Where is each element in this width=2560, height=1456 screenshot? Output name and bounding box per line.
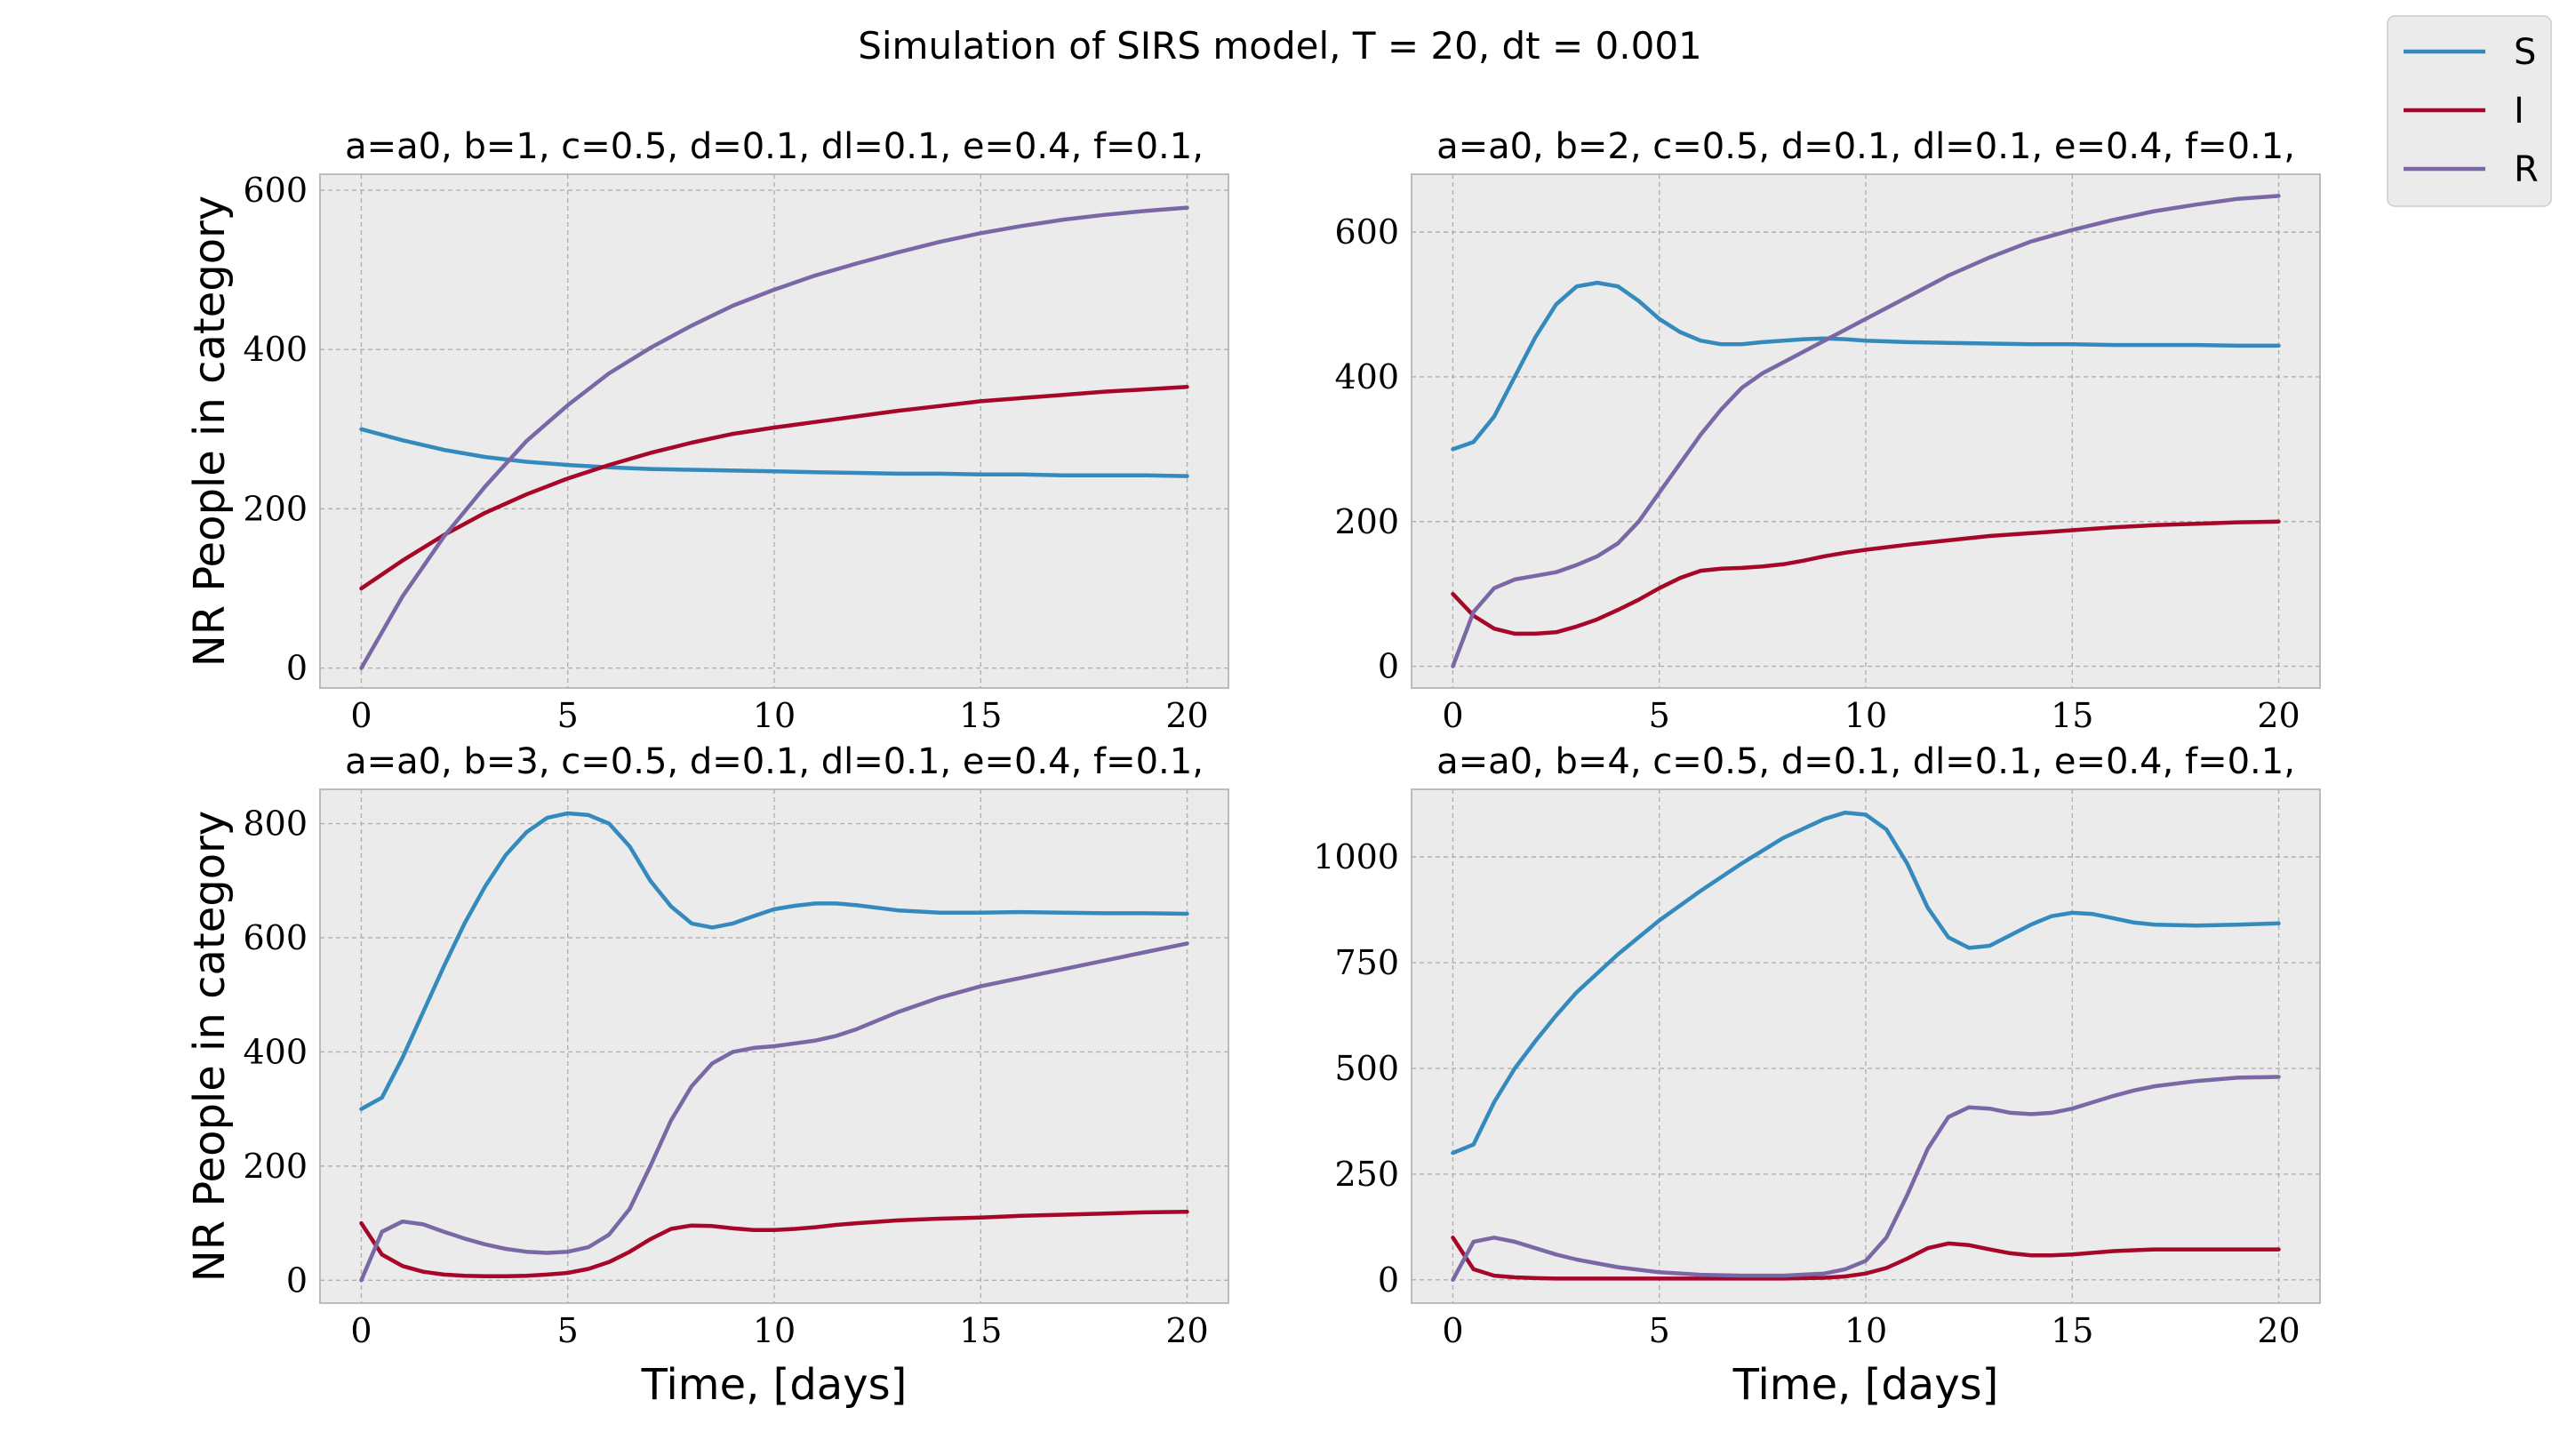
y-tick-label: 750: [1334, 943, 1399, 982]
x-tick-label: 10: [753, 1311, 796, 1350]
y-tick-label: 200: [1334, 502, 1399, 541]
x-tick-label: 15: [959, 696, 1002, 735]
x-tick-label: 10: [1844, 1311, 1887, 1350]
legend: SIR: [2387, 15, 2552, 207]
y-axis-label: NR People in category: [185, 196, 235, 667]
x-tick-label: 0: [350, 1311, 372, 1350]
x-tick-label: 20: [1165, 1311, 1208, 1350]
x-tick-label: 0: [1442, 696, 1463, 735]
subplot-title: a=a0, b=2, c=0.5, d=0.1, dl=0.1, e=0.4, …: [1436, 126, 2295, 167]
series-line-R: [359, 205, 1189, 670]
series-line-I: [359, 385, 1189, 591]
x-tick-label: 20: [2257, 696, 2300, 735]
y-tick-label: 200: [243, 489, 308, 528]
y-tick-label: 800: [243, 804, 308, 844]
x-tick-label: 20: [2257, 1311, 2300, 1350]
y-tick-label: 600: [243, 171, 308, 210]
grid: [1412, 789, 2320, 1303]
series-line-R: [1451, 194, 2281, 668]
series-line-I: [1451, 519, 2281, 636]
x-tick-label: 5: [557, 696, 579, 735]
figure-suptitle: Simulation of SIRS model, T = 20, dt = 0…: [858, 24, 1702, 68]
y-tick-label: 1000: [1313, 837, 1399, 876]
legend-label-R: R: [2514, 149, 2539, 190]
grid: [1412, 174, 2320, 688]
x-axis-label: Time, [days]: [1732, 1360, 1999, 1410]
y-tick-label: 0: [286, 649, 308, 688]
series-line-R: [1451, 1075, 2281, 1283]
y-tick-label: 0: [1378, 647, 1399, 686]
x-tick-label: 10: [1844, 696, 1887, 735]
y-tick-label: 600: [1334, 212, 1399, 252]
series-line-S: [359, 427, 1189, 478]
y-tick-label: 400: [1334, 357, 1399, 396]
y-tick-label: 0: [1378, 1260, 1399, 1300]
subplot-4: 0 5 10 15 20 0 250 500 750 1000 a=a0, b=4, c=0.5, …: [1313, 741, 2321, 1410]
y-tick-label: 500: [1334, 1049, 1399, 1088]
x-tick-label: 5: [1649, 696, 1670, 735]
x-tick-label: 0: [1442, 1311, 1463, 1350]
y-tick-label: 0: [286, 1260, 308, 1300]
subplot-title: a=a0, b=1, c=0.5, d=0.1, dl=0.1, e=0.4, …: [345, 126, 1204, 167]
y-tick-label: 600: [243, 918, 308, 957]
y-tick-label: 400: [243, 1032, 308, 1071]
y-tick-label: 400: [243, 330, 308, 369]
x-tick-label: 5: [1649, 1311, 1670, 1350]
series-line-R: [359, 941, 1189, 1283]
legend-label-I: I: [2514, 91, 2524, 132]
series-line-S: [1451, 810, 2281, 1156]
y-tick-label: 250: [1334, 1155, 1399, 1194]
x-tick-label: 15: [2051, 696, 2093, 735]
x-tick-label: 15: [2051, 1311, 2093, 1350]
subplot-title: a=a0, b=3, c=0.5, d=0.1, dl=0.1, e=0.4, …: [345, 741, 1204, 782]
y-tick-label: 200: [243, 1147, 308, 1186]
series-line-S: [359, 811, 1189, 1111]
series-line-I: [1451, 1236, 2281, 1281]
x-tick-label: 10: [753, 696, 796, 735]
legend-label-S: S: [2514, 32, 2536, 73]
x-axis-label: Time, [days]: [641, 1360, 908, 1410]
y-axis-label: NR People in category: [185, 811, 235, 1282]
x-tick-label: 20: [1165, 696, 1208, 735]
x-tick-label: 15: [959, 1311, 1002, 1350]
x-tick-label: 5: [557, 1311, 579, 1350]
series-line-S: [1451, 280, 2281, 452]
subplot-title: a=a0, b=4, c=0.5, d=0.1, dl=0.1, e=0.4, …: [1436, 741, 2295, 782]
series-line-I: [359, 1209, 1189, 1279]
x-tick-label: 0: [350, 696, 372, 735]
